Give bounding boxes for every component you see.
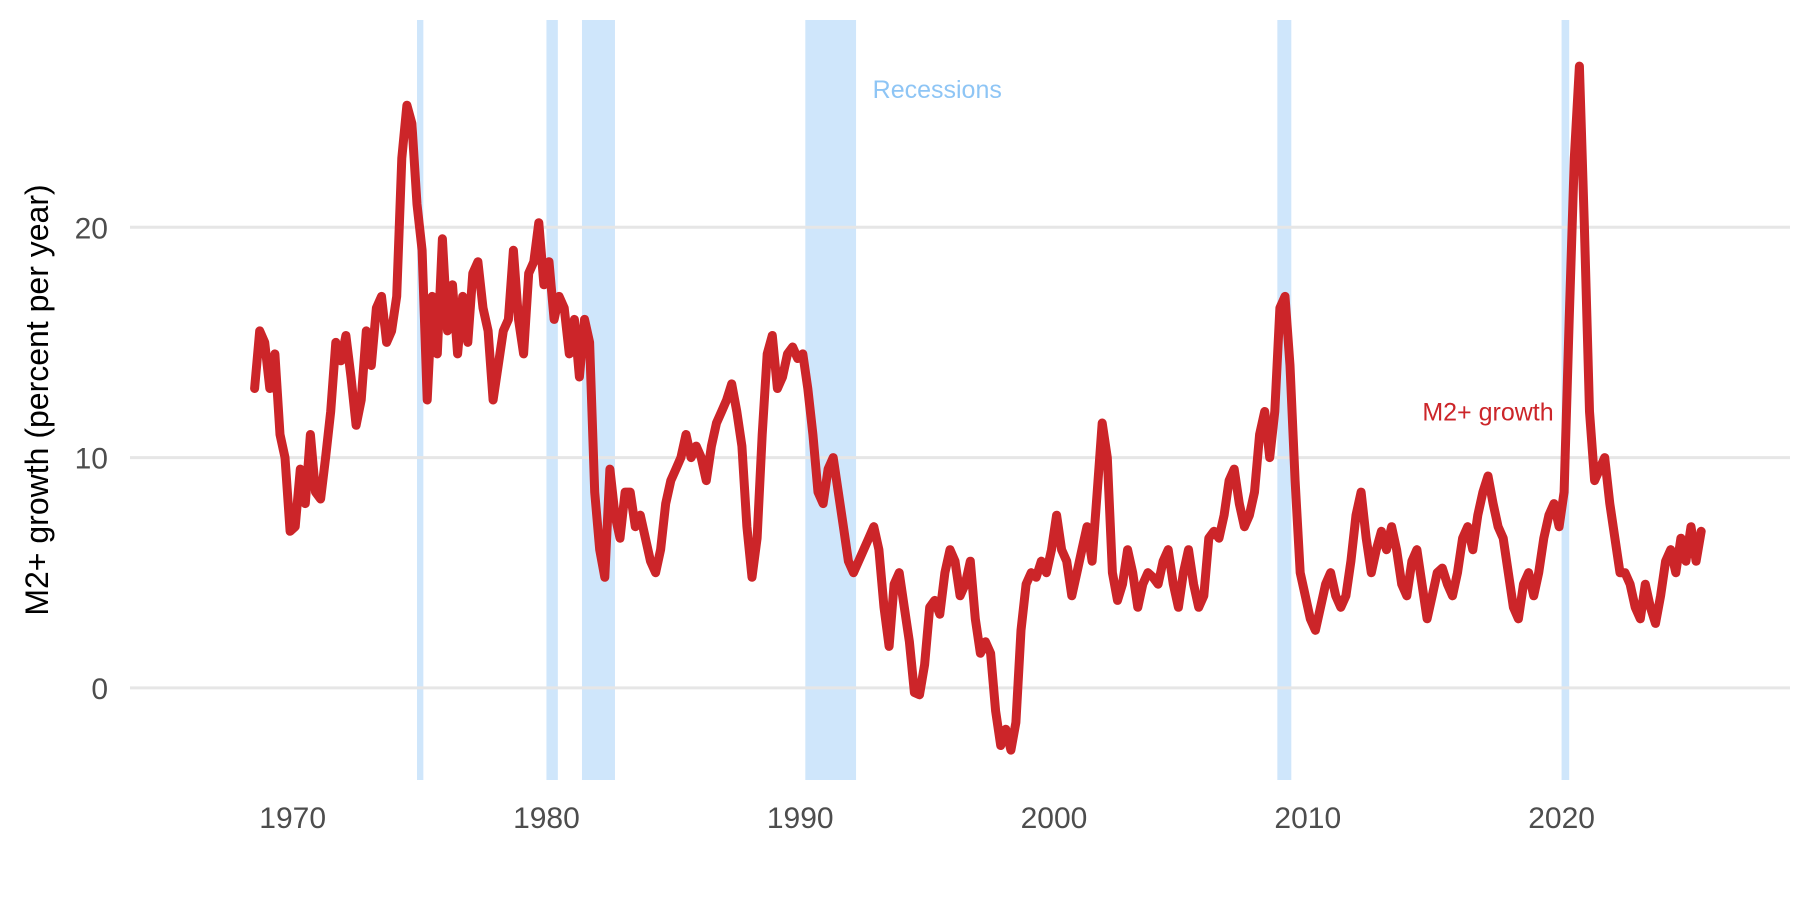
x-tick-label-1980: 1980 (513, 802, 580, 835)
x-tick-label-2010: 2010 (1274, 802, 1341, 835)
series-line-1 (250, 61, 1706, 755)
y-tick-label-20: 20 (75, 212, 108, 245)
x-tick-label-1970: 1970 (259, 802, 326, 835)
axis-labels: 1970 1980 1990 2000 2010 2020 0 10 20 (75, 212, 1595, 835)
annotation-label-1: Recessions (873, 76, 1002, 104)
recession-band-1 (417, 20, 424, 780)
y-tick-label-0: 0 (91, 673, 108, 706)
y-tick-label-10: 10 (75, 443, 108, 476)
annotations: Recessions M2+ growth (873, 76, 1554, 426)
recession-band-4 (805, 20, 857, 780)
x-tick-label-2000: 2000 (1021, 802, 1088, 835)
recession-band-2 (546, 20, 558, 780)
y-axis-title: M2+ growth (percent per year) (19, 184, 55, 615)
recession-band-5 (1277, 20, 1292, 780)
recession-band-3 (581, 20, 615, 780)
gridlines (130, 225, 1790, 690)
annotation-label-2: M2+ growth (1422, 399, 1553, 427)
x-tick-label-1990: 1990 (767, 802, 834, 835)
x-tick-label-2020: 2020 (1528, 802, 1595, 835)
series-lines (250, 61, 1706, 755)
